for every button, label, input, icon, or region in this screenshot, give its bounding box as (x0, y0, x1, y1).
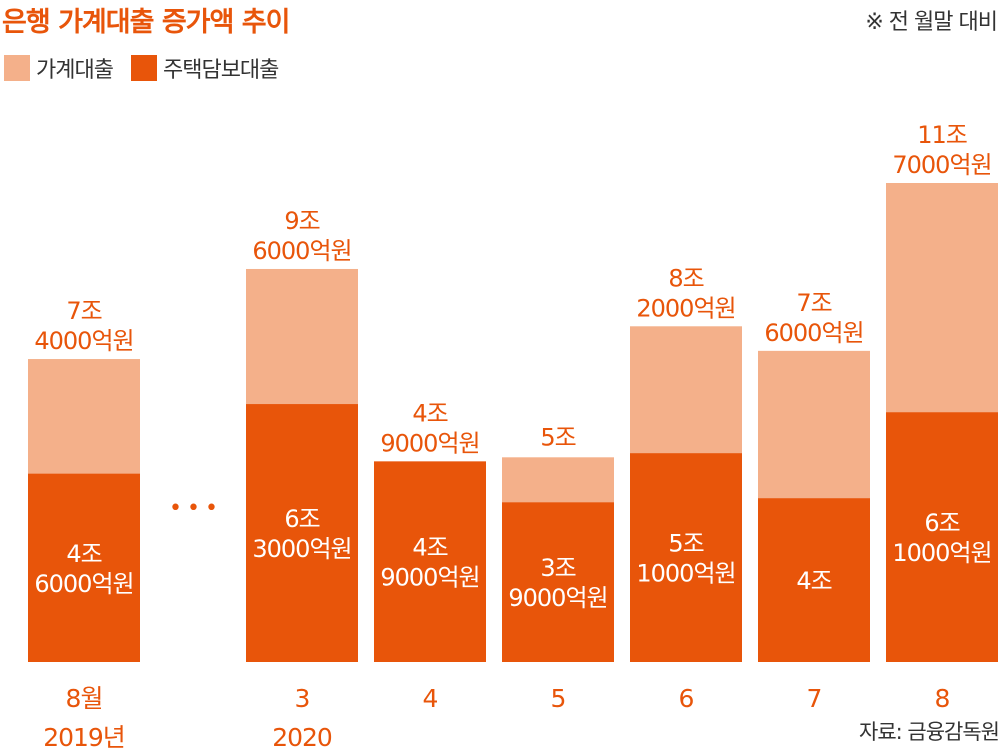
data-label-mortgage-6: 4조 (796, 567, 831, 595)
data-label-mortgage-1: 4조 6000억원 (34, 540, 133, 598)
x-year-label-1: 2019년 (43, 723, 125, 748)
legend-item-household: 가계대출 (4, 52, 114, 84)
bar-mortgage-7 (886, 412, 998, 662)
bar-mortgage-3 (374, 461, 486, 662)
x-tick-label-7: 8 (935, 684, 950, 713)
data-label-household-2: 9조 6000억원 (252, 207, 351, 265)
data-label-mortgage-7: 6조 1000억원 (892, 509, 991, 567)
legend: 가계대출 주택담보대출 (4, 52, 296, 84)
bar-mortgage-4 (502, 502, 614, 662)
data-label-mortgage-4: 3조 9000억원 (508, 554, 607, 612)
data-label-household-7: 11조 7000억원 (892, 121, 991, 179)
data-label-mortgage-5: 5조 1000억원 (636, 530, 735, 588)
chart-title: 은행 가계대출 증가액 추이 (2, 7, 290, 38)
data-label-mortgage-2: 6조 3000억원 (252, 505, 351, 563)
data-label-household-6: 7조 6000억원 (764, 289, 863, 347)
x-tick-label-6: 7 (807, 684, 822, 713)
legend-swatch-household (4, 55, 30, 81)
data-label-household-1: 7조 4000억원 (34, 297, 133, 355)
bar-mortgage-2 (246, 404, 358, 662)
data-label-household-5: 8조 2000억원 (636, 264, 735, 322)
x-tick-label-4: 5 (551, 684, 566, 713)
legend-item-mortgage: 주택담보대출 (130, 52, 279, 84)
comparison-note: ※ 전 월말 대비 (865, 10, 998, 35)
x-tick-label-3: 4 (423, 684, 438, 713)
bar-mortgage-6 (758, 498, 870, 662)
data-label-mortgage-3: 4조 9000억원 (380, 534, 479, 592)
data-label-household-3: 4조 9000억원 (380, 399, 479, 457)
gap-ellipsis-marker: • • • (169, 496, 217, 521)
legend-label-household: 가계대출 (36, 58, 114, 83)
legend-label-mortgage: 주택담보대출 (162, 58, 279, 83)
bar-mortgage-5 (630, 453, 742, 662)
x-year-label-2: 2020 (272, 723, 332, 748)
x-tick-label-1: 8월 (66, 684, 103, 713)
x-tick-label-5: 6 (679, 684, 694, 713)
data-label-household-4: 5조 (540, 423, 575, 451)
x-tick-label-2: 3 (295, 684, 310, 713)
bar-mortgage-1 (28, 473, 140, 662)
source-note: 자료: 금융감독원 (859, 720, 1000, 744)
legend-swatch-mortgage (130, 55, 157, 81)
